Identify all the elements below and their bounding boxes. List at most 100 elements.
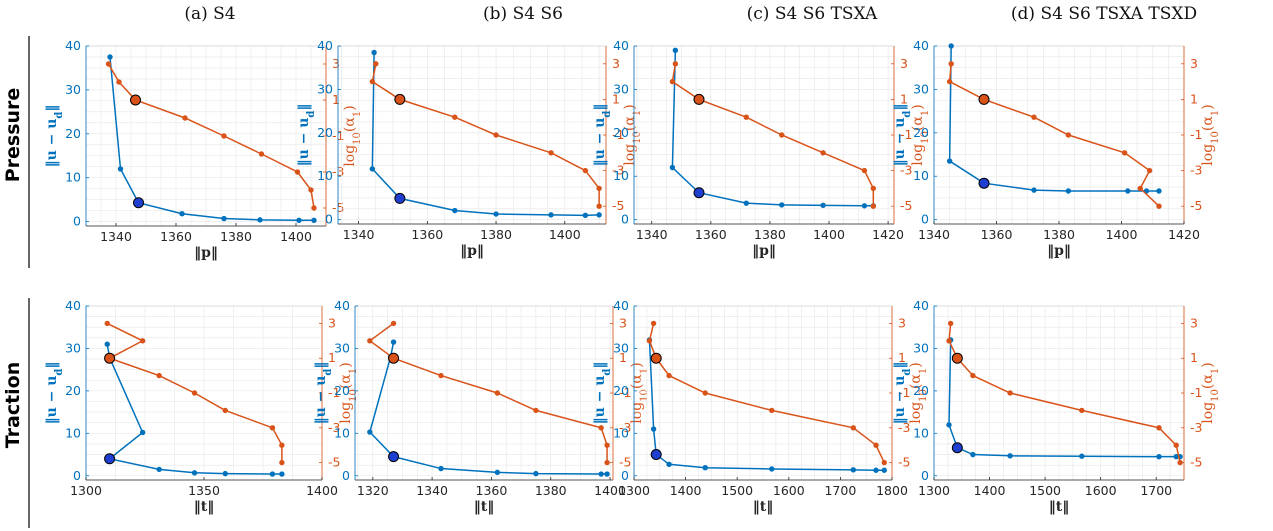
data-point-right: [1146, 167, 1153, 174]
y-axis-left-label: ‖u − ud‖: [44, 362, 65, 425]
column-title-d: (d) S4 S6 TSXA TSXD: [1011, 4, 1197, 24]
data-point-left: [104, 341, 110, 347]
y-left-tick-label: 20: [913, 125, 929, 140]
x-tick-label: 1360: [981, 227, 1013, 242]
data-point-right: [1137, 185, 1143, 192]
x-tick-label: 1500: [721, 483, 753, 498]
data-point-right: [279, 442, 285, 448]
data-point-right: [870, 203, 877, 209]
y-left-tick-label: 10: [317, 168, 333, 183]
y-left-tick-label: 10: [65, 170, 81, 185]
series-line-left: [109, 56, 314, 222]
x-tick-label: 1420: [1168, 227, 1200, 242]
data-point-left: [598, 471, 604, 477]
y-right-tick-label: -3: [900, 163, 912, 178]
y-left-tick-label: 40: [613, 298, 629, 313]
y-right-tick-label: -3: [1190, 163, 1202, 178]
data-point-left: [222, 470, 228, 477]
data-point-left: [881, 467, 887, 473]
y-axis-left-label: ‖u − ud‖: [313, 362, 334, 425]
y-left-tick-label: 30: [65, 340, 81, 355]
data-point-left: [970, 451, 976, 458]
x-tick-label: 1350: [188, 483, 220, 498]
row-labels: Pressure Traction: [2, 36, 30, 528]
data-point-right: [650, 320, 657, 327]
data-point-left: [1143, 188, 1150, 194]
data-point-right: [373, 61, 379, 67]
x-tick-label: 1340: [343, 227, 375, 242]
data-point-left: [850, 467, 856, 473]
data-point-left: [269, 471, 276, 477]
data-point-right: [666, 372, 672, 379]
y-right-tick-label: 3: [619, 315, 627, 330]
y-axis-right-label: log10(α1): [908, 362, 929, 423]
data-point-left: [861, 203, 868, 209]
y-right-tick-label: -3: [1190, 420, 1202, 435]
x-tick-label: 1360: [411, 227, 443, 242]
grid: [85, 45, 327, 226]
x-tick-label: 1600: [1085, 483, 1117, 498]
x-tick-label: 1500: [1029, 483, 1061, 498]
data-point-right: [369, 78, 376, 85]
panel-0-2: 1340 1360 1380 1400 142001020304031-1-3-5‖p‖…: [592, 38, 931, 259]
data-point-left: [390, 339, 397, 345]
data-point-left: [743, 200, 749, 206]
y-right-tick-label: -1: [328, 385, 340, 400]
y-right-tick-label: -3: [898, 420, 910, 435]
highlight-point-right: [104, 352, 116, 364]
data-point-right: [191, 390, 198, 396]
grid: [355, 305, 613, 480]
y-right-tick-label: -5: [1190, 455, 1202, 470]
highlight-point-left: [104, 453, 116, 465]
data-point-right: [947, 320, 954, 327]
series-line-right: [368, 322, 608, 463]
y-right-tick-label: -1: [612, 127, 624, 142]
y-left-tick-label: 10: [65, 425, 81, 440]
data-point-left: [452, 207, 458, 214]
highlight-point-right: [693, 93, 705, 105]
highlight-point-left: [388, 451, 400, 463]
data-point-right: [1007, 390, 1013, 396]
data-point-right: [1079, 407, 1085, 414]
data-point-left: [257, 217, 263, 223]
y-left-tick-label: 40: [65, 298, 81, 313]
data-point-right: [548, 150, 554, 156]
data-point-left: [582, 212, 589, 219]
y-right-tick-label: 1: [1190, 350, 1198, 365]
y-axis-left-label: ‖u − ud‖: [892, 104, 913, 167]
data-point-right: [1121, 150, 1128, 156]
data-point-right: [820, 150, 826, 156]
series-line-right: [948, 323, 1181, 463]
y-right-tick-label: 3: [900, 56, 908, 71]
data-point-right: [873, 442, 879, 448]
highlight-point-left: [133, 197, 144, 209]
highlight-point-right: [388, 352, 400, 364]
data-point-right: [182, 115, 188, 121]
x-axis-label: ‖p‖: [1047, 243, 1071, 259]
highlight-point-left: [978, 177, 990, 189]
y-axis-right-label: log10(α1): [338, 362, 359, 423]
panel-1-1: 1320 1340 1360 1380 140001020304031-1-3-5‖t‖…: [313, 298, 650, 515]
data-point-left: [596, 212, 602, 218]
series-line-right: [671, 63, 875, 207]
x-tick-label: 1400: [306, 483, 338, 498]
data-point-left: [1079, 453, 1085, 459]
data-point-right: [881, 459, 887, 466]
data-point-left: [1065, 188, 1072, 194]
y-right-tick-label: 1: [1190, 91, 1198, 106]
data-point-right: [311, 205, 317, 211]
y-right-tick-label: 1: [332, 92, 340, 107]
highlight-point-right: [394, 93, 406, 105]
data-point-left: [820, 202, 826, 209]
y-left-tick-label: 40: [913, 298, 929, 313]
x-tick-label: 1380: [754, 227, 786, 242]
data-point-right: [582, 167, 589, 174]
data-point-left: [371, 49, 377, 56]
data-point-right: [390, 320, 397, 327]
column-titles: (a) S4 (b) S4 S6 (c) S4 S6 TSXA (d) S4 S…: [184, 4, 1197, 24]
data-point-left: [779, 202, 785, 208]
series-line-left: [671, 50, 874, 207]
data-point-left: [221, 215, 227, 222]
y-right-tick-label: 1: [328, 350, 336, 365]
y-left-tick-label: 10: [613, 425, 629, 440]
